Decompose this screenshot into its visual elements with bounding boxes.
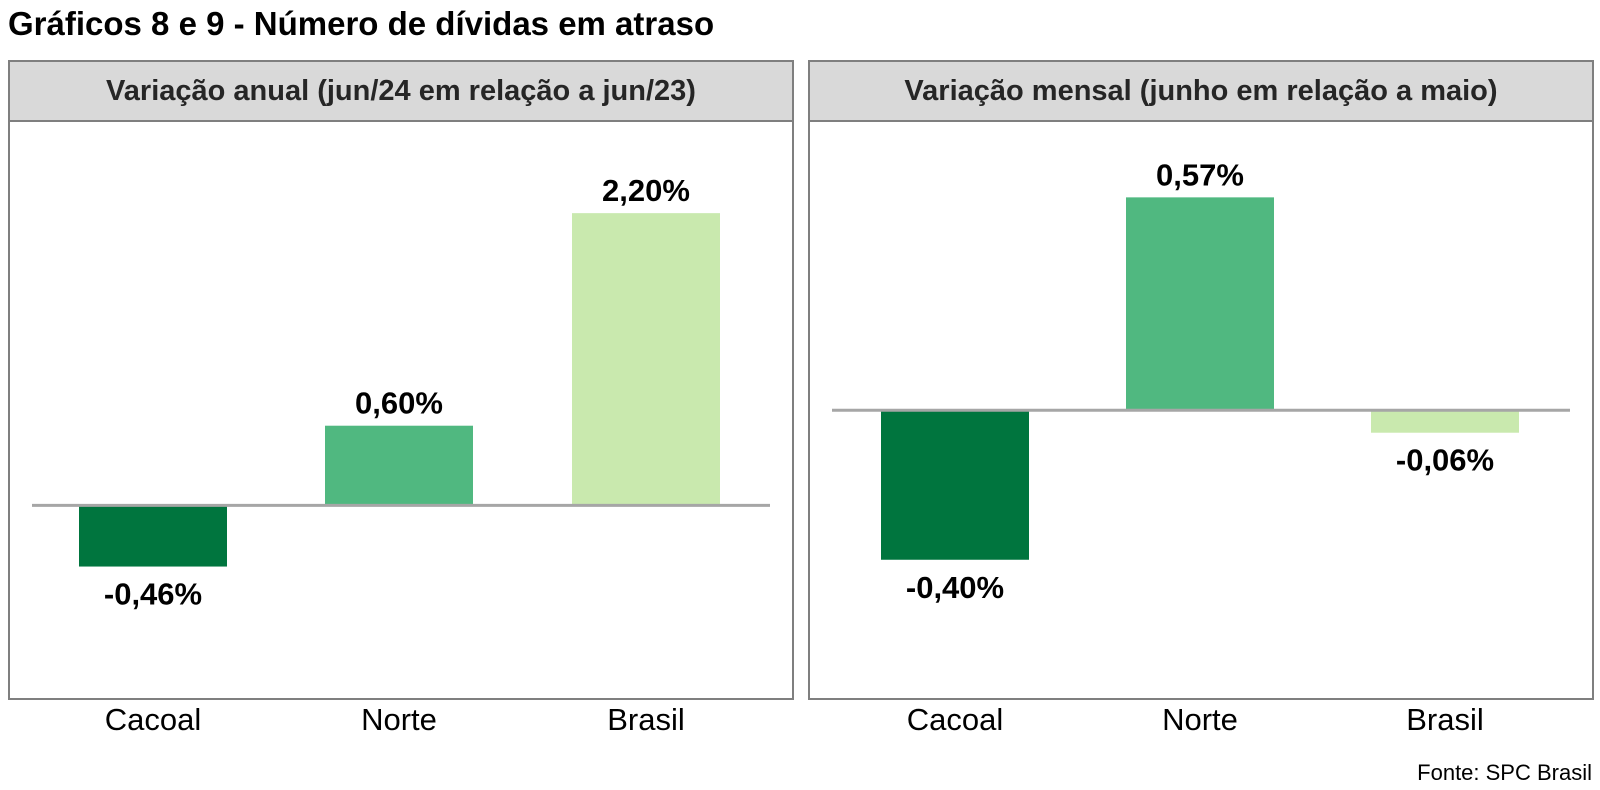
data-label-monthly-cacoal: -0,40% [906,570,1004,605]
data-label-annual-norte: 0,60% [355,386,443,421]
bar-annual-cacoal [79,505,227,567]
data-label-monthly-brasil: -0,06% [1396,443,1494,478]
bar-monthly-cacoal [881,410,1029,560]
chart-annual: -0,46% Cacoal 0,60% Norte 2,20% Brasil [32,173,770,737]
data-label-monthly-norte: 0,57% [1156,157,1244,192]
category-label-annual-norte: Norte [361,702,437,737]
chart-title-annual: Variação anual (jun/24 em relação a jun/… [10,62,792,122]
category-label-annual-brasil: Brasil [607,702,685,737]
category-label-annual-cacoal: Cacoal [105,702,202,737]
chart-title-monthly: Variação mensal (junho em relação a maio… [810,62,1592,122]
bar-monthly-brasil [1371,410,1519,433]
category-label-monthly-norte: Norte [1162,702,1238,737]
bar-annual-brasil [572,213,720,506]
category-label-monthly-brasil: Brasil [1406,702,1484,737]
bar-annual-norte [325,425,473,506]
category-label-monthly-cacoal: Cacoal [907,702,1004,737]
page-title: Gráficos 8 e 9 - Número de dívidas em at… [8,5,715,42]
data-label-annual-cacoal: -0,46% [104,577,202,612]
chart-panel-monthly: Variação mensal (junho em relação a maio… [808,60,1594,700]
data-label-annual-brasil: 2,20% [602,173,690,208]
source-note: Fonte: SPC Brasil [1417,760,1592,785]
bar-monthly-norte [1126,197,1274,411]
